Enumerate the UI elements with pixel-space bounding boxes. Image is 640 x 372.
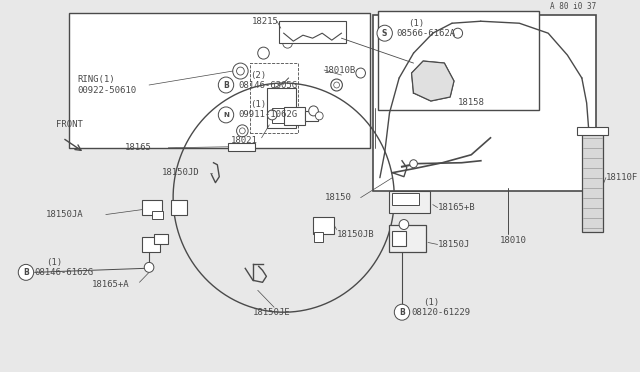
Text: 18165+A: 18165+A [92, 280, 129, 289]
Bar [154, 234, 168, 244]
Bar [279, 21, 346, 43]
Text: (2): (2) [250, 71, 266, 80]
Text: 18021: 18021 [231, 136, 258, 145]
Text: 08146-6305G: 08146-6305G [239, 80, 298, 90]
Text: 00922-50610: 00922-50610 [77, 86, 136, 96]
Text: N: N [223, 112, 229, 118]
Circle shape [394, 304, 410, 320]
Text: S: S [382, 29, 387, 38]
Text: 18010B: 18010B [324, 65, 356, 74]
Circle shape [356, 68, 365, 78]
Bar [577, 127, 608, 135]
Text: 18010: 18010 [500, 236, 527, 245]
Text: 18215: 18215 [252, 17, 279, 26]
Bar [373, 15, 596, 190]
Bar [284, 107, 305, 125]
Text: B: B [23, 268, 29, 277]
Text: 18150JB: 18150JB [337, 230, 374, 239]
Bar [171, 200, 187, 215]
Circle shape [399, 219, 409, 230]
Text: B: B [399, 308, 405, 317]
Circle shape [233, 63, 248, 79]
Circle shape [410, 160, 417, 168]
Bar [390, 190, 430, 212]
Circle shape [316, 112, 323, 120]
Circle shape [19, 264, 34, 280]
Text: (1): (1) [46, 258, 62, 267]
Bar [69, 13, 371, 148]
Text: 18150: 18150 [325, 193, 352, 202]
Polygon shape [412, 61, 454, 101]
Bar [392, 231, 406, 246]
Circle shape [377, 25, 392, 41]
Text: (1): (1) [423, 298, 439, 307]
Text: 18150JE: 18150JE [253, 308, 291, 317]
Text: 18110F: 18110F [606, 173, 638, 182]
Circle shape [237, 67, 244, 75]
Text: FRONT: FRONT [56, 121, 83, 129]
Bar [390, 225, 426, 253]
Circle shape [239, 128, 245, 134]
Circle shape [218, 107, 234, 123]
Bar [392, 193, 419, 205]
Bar [378, 11, 539, 110]
Bar [305, 111, 318, 121]
Text: 08120-61229: 08120-61229 [412, 308, 471, 317]
Text: RING(1): RING(1) [77, 74, 115, 84]
Circle shape [237, 125, 248, 137]
Bar [312, 217, 333, 234]
Text: 09911-1062G: 09911-1062G [239, 110, 298, 119]
Circle shape [268, 110, 277, 120]
Circle shape [283, 38, 292, 48]
Text: (1): (1) [250, 100, 266, 109]
Bar [272, 108, 284, 123]
Bar [142, 200, 161, 215]
Circle shape [258, 47, 269, 59]
Text: 18150JD: 18150JD [161, 168, 199, 177]
Circle shape [333, 82, 339, 88]
Text: B: B [223, 80, 229, 90]
Text: 18150JA: 18150JA [46, 210, 84, 219]
Circle shape [218, 77, 234, 93]
Text: 08146-6162G: 08146-6162G [35, 268, 93, 277]
Bar [142, 237, 159, 253]
Text: 18165: 18165 [125, 143, 152, 152]
Bar [582, 133, 603, 232]
Circle shape [144, 262, 154, 272]
Circle shape [453, 28, 463, 38]
Text: 18158: 18158 [458, 99, 484, 108]
Text: 18165+B: 18165+B [438, 203, 476, 212]
Bar [314, 232, 323, 243]
Text: A 80 i0 37: A 80 i0 37 [550, 2, 596, 11]
Circle shape [308, 106, 318, 116]
Text: 18150J: 18150J [438, 240, 470, 249]
Bar [152, 211, 163, 218]
Text: 08566-6162A: 08566-6162A [396, 29, 455, 38]
Bar [268, 88, 296, 128]
Bar [228, 143, 255, 151]
Text: (1): (1) [408, 19, 424, 28]
Circle shape [331, 79, 342, 91]
